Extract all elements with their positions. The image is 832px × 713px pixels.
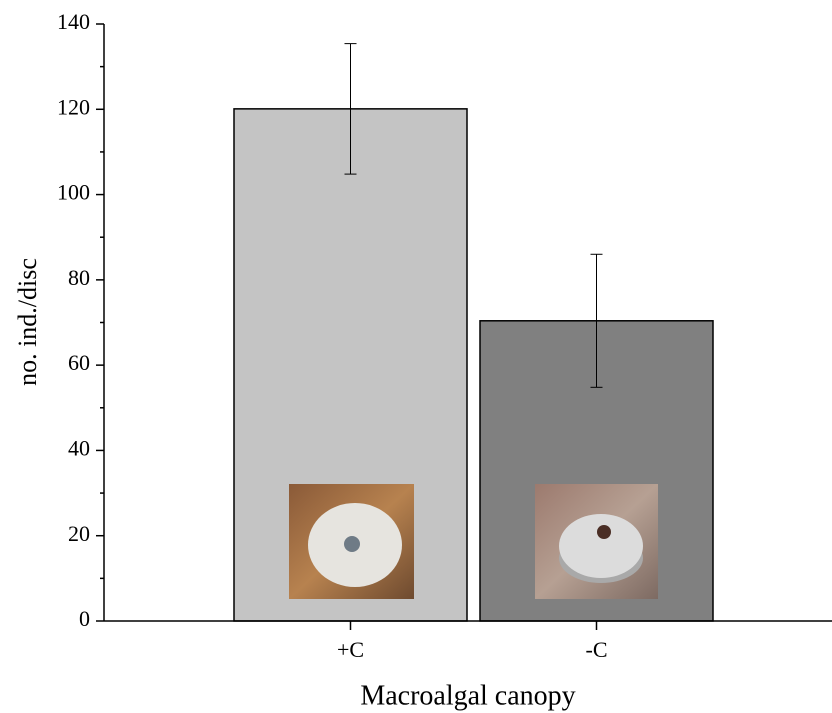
y-tick-label: 80: [68, 265, 90, 290]
photo-plus-c: [289, 484, 414, 599]
x-axis-label: Macroalgal canopy: [360, 680, 575, 711]
y-tick-label: 20: [68, 521, 90, 546]
y-tick-label: 0: [79, 606, 90, 631]
error-bar: [344, 43, 357, 175]
error-bar: [590, 253, 603, 388]
y-axis-label: no. ind./disc: [13, 258, 42, 386]
y-tick-label: 120: [57, 94, 90, 119]
y-tick-label: 100: [57, 180, 90, 205]
x-tick-label: -C: [586, 637, 608, 662]
y-tick-label: 140: [57, 9, 90, 34]
y-tick-label: 40: [68, 435, 90, 460]
photo-minus-c: [535, 484, 658, 599]
y-tick-label: 60: [68, 350, 90, 375]
x-tick-label: +C: [337, 637, 364, 662]
